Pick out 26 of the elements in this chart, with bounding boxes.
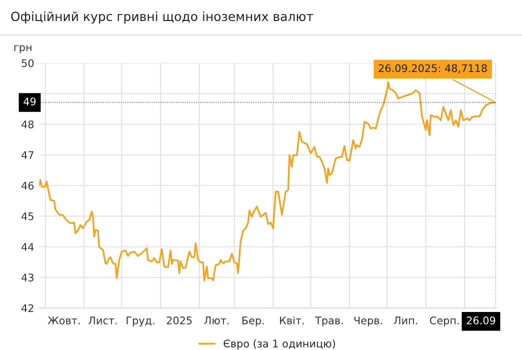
ref-line-label: 49	[24, 98, 36, 106]
y-tick-label: 42	[22, 304, 34, 312]
x-tick-label: Груд.	[126, 316, 154, 326]
y-tick-label: 44	[22, 243, 34, 251]
x-tick-label: Лют.	[204, 316, 229, 324]
y-tick-label: 50	[22, 59, 34, 68]
y-tick-label: 48	[22, 120, 34, 128]
x-tick-label: 2025	[166, 316, 192, 324]
legend-label: Євро (за 1 одиницю)	[224, 339, 336, 350]
x-tick-label: Черв.	[354, 316, 382, 326]
x-tick-label: Трав.	[315, 316, 343, 326]
y-axis-title: грн	[14, 45, 32, 54]
x-tick-label: 26.09	[466, 316, 496, 324]
y-tick-label: 47	[22, 151, 34, 159]
y-tick-label: 46	[22, 182, 34, 190]
annotation: 26.09.2025: 48,7118	[378, 64, 487, 74]
x-tick-label: Бер.	[242, 316, 264, 326]
x-tick-label: Лип.	[394, 316, 418, 324]
x-tick-label: Квіт.	[280, 316, 304, 324]
x-tick-label: Серп.	[430, 316, 459, 326]
y-tick-label: 45	[22, 212, 34, 220]
y-tick-label: 43	[22, 274, 34, 282]
chart-title: Офіційний курс гривні щодо іноземних валют	[11, 11, 314, 24]
x-tick-label: Жовт.	[48, 316, 80, 324]
x-tick-label: Лист.	[88, 316, 117, 324]
line-series	[39, 81, 496, 282]
